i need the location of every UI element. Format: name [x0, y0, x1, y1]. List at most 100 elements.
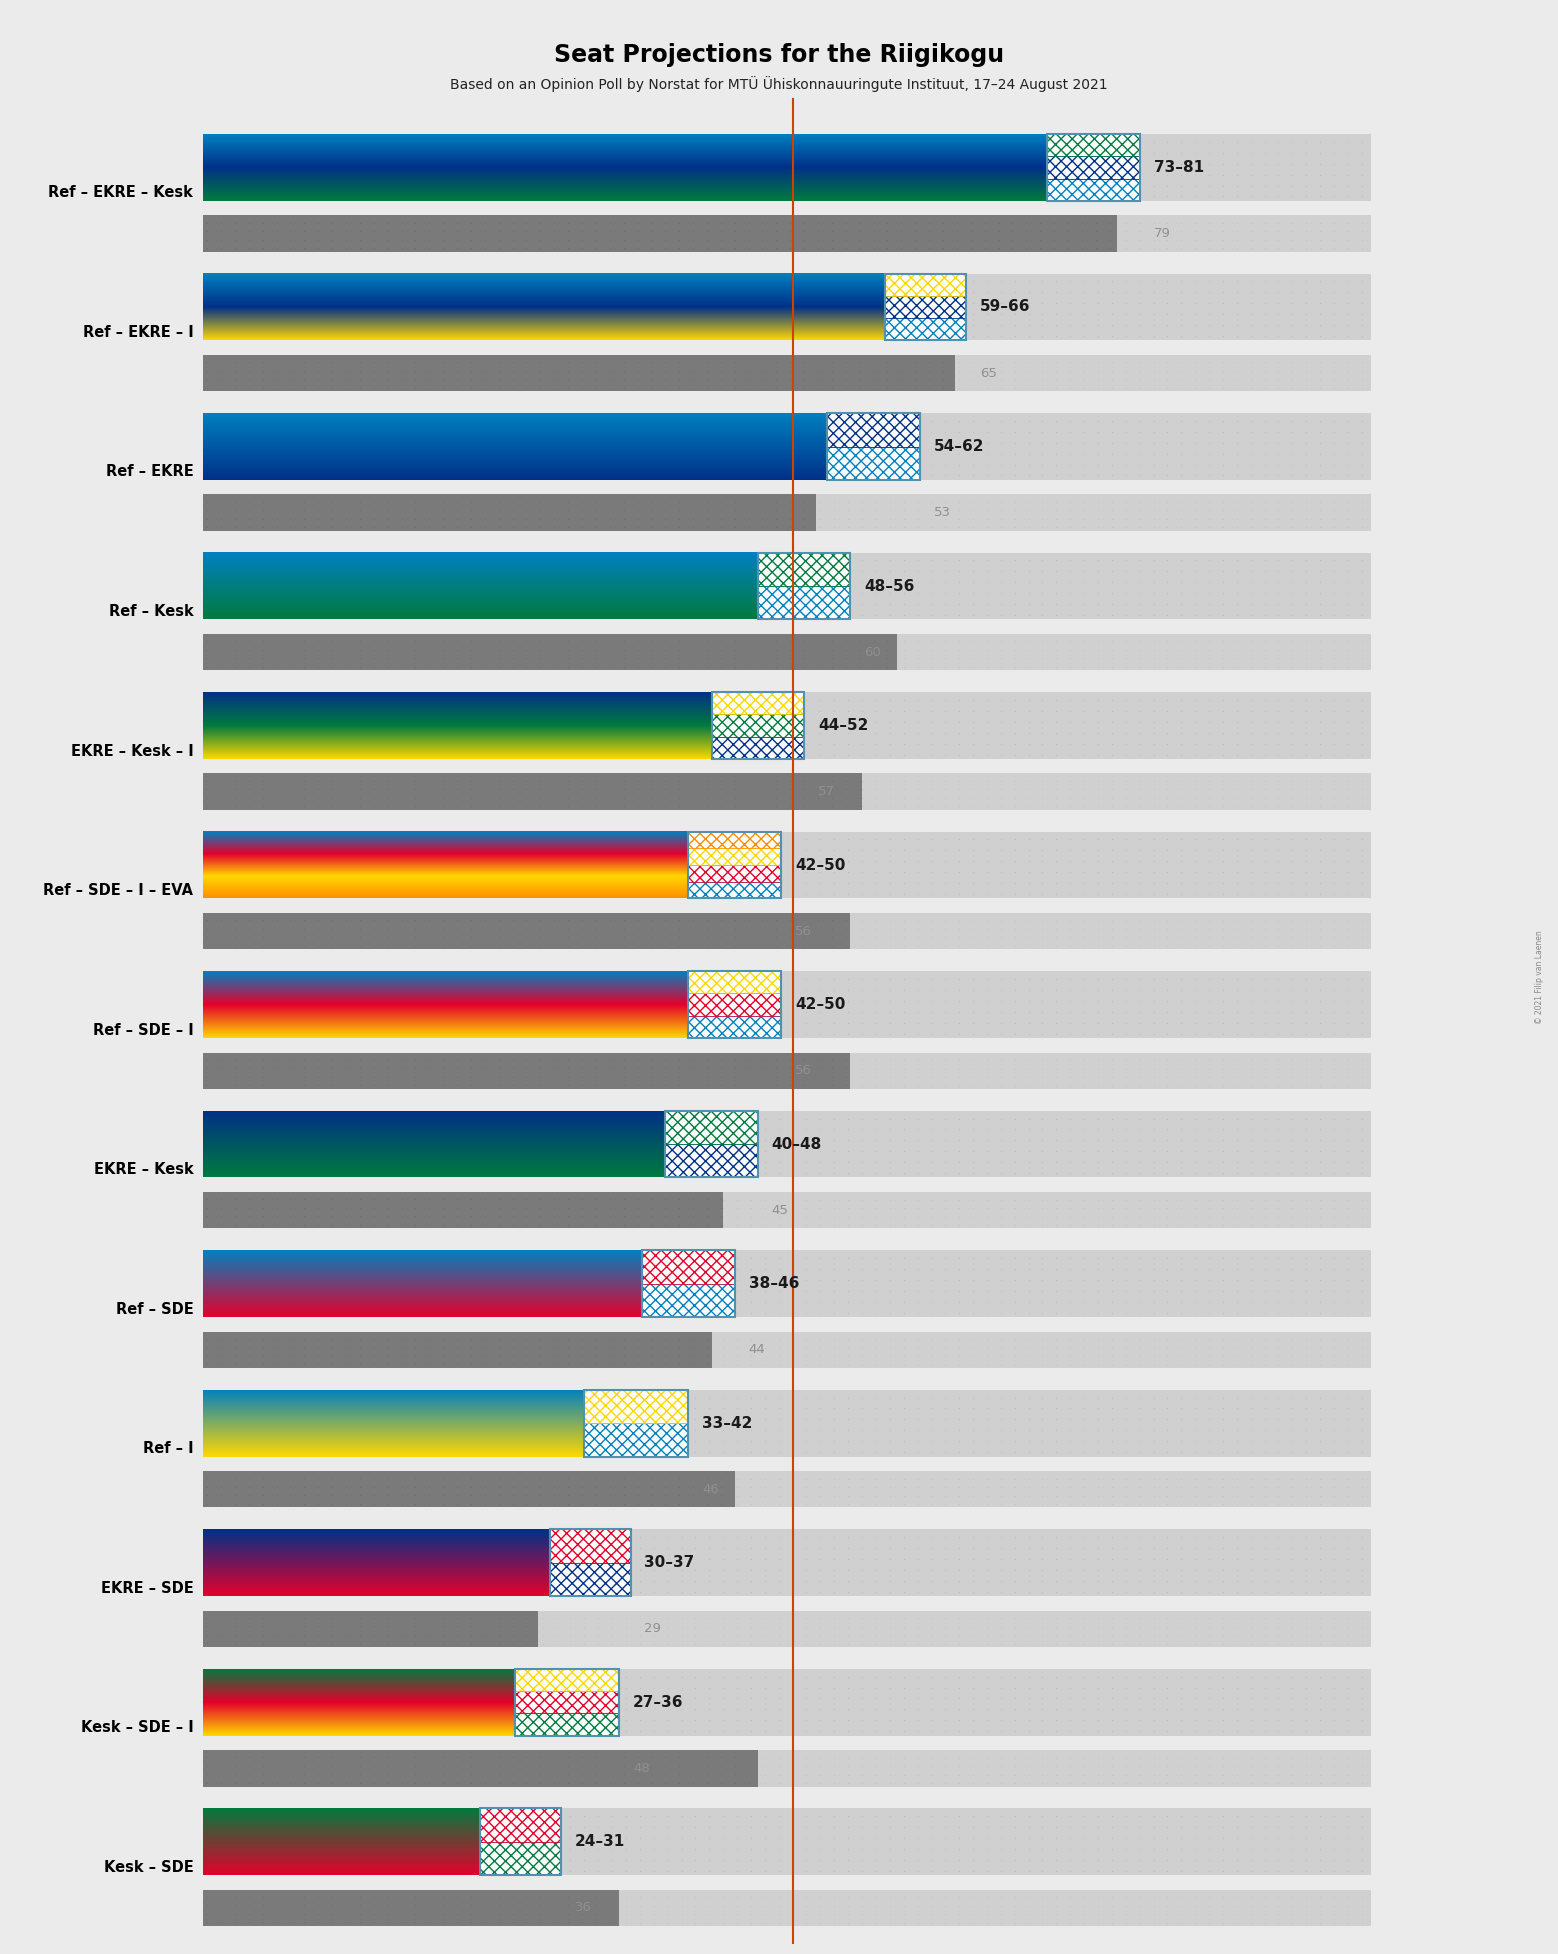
Point: [600, 233, 625, 264]
Point: [1335, 207, 1360, 238]
Point: [461, 1147, 486, 1178]
Point: [461, 1544, 486, 1575]
Point: [265, 774, 290, 805]
Point: [988, 930, 1013, 961]
Point: [430, 651, 455, 682]
Point: [224, 207, 249, 238]
Point: [919, 266, 944, 297]
Point: [1168, 1243, 1193, 1274]
Point: [196, 170, 221, 201]
Point: [349, 1415, 374, 1446]
Point: [1307, 1264, 1332, 1296]
Point: [974, 696, 999, 727]
Point: [252, 1426, 277, 1458]
Point: [781, 1053, 805, 1084]
Point: [696, 346, 721, 377]
Point: [323, 600, 347, 631]
Point: [600, 215, 625, 246]
Point: [600, 717, 625, 748]
Point: [391, 635, 416, 666]
Point: [323, 705, 347, 737]
Point: [1267, 997, 1292, 1028]
Point: [291, 363, 316, 395]
Point: [544, 1297, 569, 1329]
Point: [224, 766, 249, 797]
Point: [502, 1135, 527, 1167]
Point: [1154, 1006, 1179, 1038]
Point: [266, 975, 291, 1006]
Point: [1168, 997, 1193, 1028]
Point: [988, 1759, 1013, 1790]
Point: [447, 1243, 472, 1274]
Point: [419, 1890, 444, 1921]
Point: [475, 299, 500, 330]
Point: [433, 266, 458, 297]
Point: [1281, 1061, 1306, 1092]
Point: [1321, 1833, 1346, 1864]
Point: [337, 1833, 361, 1864]
Point: [656, 1661, 681, 1692]
Point: [876, 635, 901, 666]
Point: [1349, 1610, 1374, 1641]
Point: [489, 567, 514, 598]
Point: [1349, 791, 1374, 823]
Point: [1293, 1759, 1318, 1790]
Point: [419, 363, 444, 395]
Point: [1281, 545, 1306, 576]
Point: [377, 625, 402, 657]
Point: [614, 774, 639, 805]
Point: [1321, 782, 1346, 813]
Point: [430, 371, 455, 403]
Point: [252, 363, 277, 395]
Point: [795, 913, 820, 944]
Point: [1114, 1464, 1139, 1495]
Point: [1321, 1264, 1346, 1296]
Point: [1058, 1403, 1083, 1434]
Point: [558, 170, 583, 201]
Point: [475, 1157, 500, 1188]
Point: [1140, 1403, 1165, 1434]
Point: [419, 1532, 444, 1563]
Point: [1293, 905, 1318, 936]
Point: [1253, 1393, 1278, 1424]
Point: [405, 791, 430, 823]
Point: [337, 739, 361, 770]
Point: [709, 225, 734, 256]
Point: [377, 1907, 402, 1938]
Point: [558, 1704, 583, 1735]
Point: [682, 846, 707, 877]
Point: [377, 791, 402, 823]
Point: [1211, 1553, 1235, 1585]
Point: [1225, 277, 1250, 309]
Point: [266, 1489, 291, 1520]
Point: [514, 782, 539, 813]
Point: [1267, 1682, 1292, 1714]
Point: [196, 1333, 221, 1364]
Point: [682, 1759, 707, 1790]
Point: [377, 1297, 402, 1329]
Point: [1168, 1135, 1193, 1167]
Point: [363, 963, 388, 995]
Point: [795, 1602, 820, 1634]
Point: [1321, 975, 1346, 1006]
Point: [974, 363, 999, 395]
Point: [1044, 975, 1069, 1006]
Point: [1072, 1147, 1097, 1178]
Point: [251, 625, 276, 657]
Point: [337, 1800, 361, 1831]
Point: [349, 1147, 374, 1178]
Point: [196, 1577, 221, 1608]
Point: [461, 1882, 486, 1913]
Point: [933, 1628, 958, 1659]
Point: [724, 1426, 749, 1458]
Point: [319, 1741, 344, 1772]
Point: [988, 207, 1013, 238]
Point: [530, 985, 555, 1016]
Point: [1030, 487, 1055, 518]
Point: [347, 1610, 372, 1641]
Point: [558, 346, 583, 377]
Point: [1114, 922, 1139, 954]
Point: [933, 459, 958, 490]
Point: [905, 1823, 930, 1854]
Point: [1126, 1682, 1151, 1714]
